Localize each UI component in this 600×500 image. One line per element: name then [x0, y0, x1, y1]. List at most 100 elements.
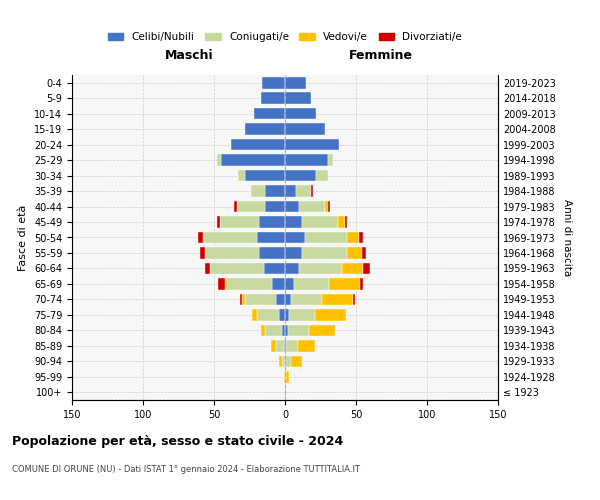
- Bar: [285, 92, 311, 104]
- Bar: [285, 324, 288, 336]
- Bar: [286, 371, 289, 382]
- Bar: [363, 262, 370, 274]
- Bar: [227, 278, 272, 289]
- Bar: [239, 294, 242, 305]
- Bar: [257, 309, 280, 320]
- Bar: [285, 294, 290, 305]
- Bar: [264, 262, 285, 274]
- Bar: [362, 247, 366, 259]
- Bar: [253, 309, 257, 320]
- Bar: [203, 232, 257, 243]
- Bar: [277, 340, 284, 351]
- Bar: [271, 340, 277, 351]
- Bar: [298, 340, 315, 351]
- Bar: [285, 386, 286, 398]
- Bar: [217, 154, 221, 166]
- Bar: [289, 309, 315, 320]
- Bar: [328, 200, 331, 212]
- Bar: [245, 170, 285, 181]
- Legend: Celibi/Nubili, Coniugati/e, Vedovi/e, Divorziati/e: Celibi/Nubili, Coniugati/e, Vedovi/e, Di…: [104, 28, 466, 46]
- Bar: [293, 278, 329, 289]
- Bar: [338, 216, 344, 228]
- Bar: [285, 186, 296, 197]
- Bar: [238, 170, 245, 181]
- Bar: [285, 262, 299, 274]
- Bar: [285, 154, 328, 166]
- Bar: [226, 278, 227, 289]
- Bar: [199, 232, 203, 243]
- Bar: [242, 294, 245, 305]
- Bar: [302, 216, 338, 228]
- Bar: [282, 324, 285, 336]
- Text: Maschi: Maschi: [165, 49, 214, 62]
- Bar: [280, 356, 282, 367]
- Bar: [218, 278, 226, 289]
- Bar: [325, 200, 328, 212]
- Bar: [353, 294, 355, 305]
- Bar: [205, 262, 210, 274]
- Bar: [328, 154, 333, 166]
- Bar: [277, 294, 285, 305]
- Bar: [359, 232, 363, 243]
- Bar: [285, 340, 286, 351]
- Y-axis label: Fasce di età: Fasce di età: [19, 204, 28, 270]
- Bar: [285, 200, 299, 212]
- Bar: [285, 216, 302, 228]
- Bar: [285, 356, 290, 367]
- Bar: [261, 324, 265, 336]
- Bar: [245, 124, 285, 135]
- Bar: [285, 309, 289, 320]
- Bar: [284, 340, 285, 351]
- Bar: [302, 247, 347, 259]
- Bar: [259, 247, 285, 259]
- Bar: [288, 324, 309, 336]
- Bar: [200, 247, 205, 259]
- Bar: [316, 170, 328, 181]
- Bar: [315, 309, 346, 320]
- Text: Popolazione per età, sesso e stato civile - 2024: Popolazione per età, sesso e stato civil…: [12, 435, 343, 448]
- Bar: [347, 247, 362, 259]
- Bar: [322, 294, 353, 305]
- Bar: [210, 262, 264, 274]
- Bar: [285, 170, 316, 181]
- Bar: [259, 216, 285, 228]
- Bar: [237, 200, 265, 212]
- Bar: [285, 108, 316, 120]
- Bar: [257, 232, 285, 243]
- Bar: [305, 232, 347, 243]
- Bar: [290, 356, 302, 367]
- Bar: [342, 262, 363, 274]
- Bar: [347, 232, 359, 243]
- Bar: [251, 186, 265, 197]
- Bar: [231, 139, 285, 150]
- Bar: [265, 324, 282, 336]
- Bar: [261, 92, 285, 104]
- Bar: [285, 139, 339, 150]
- Text: COMUNE DI ORUNE (NU) - Dati ISTAT 1° gennaio 2024 - Elaborazione TUTTITALIA.IT: COMUNE DI ORUNE (NU) - Dati ISTAT 1° gen…: [12, 465, 360, 474]
- Bar: [265, 186, 285, 197]
- Bar: [245, 294, 277, 305]
- Bar: [205, 247, 259, 259]
- Bar: [284, 371, 285, 382]
- Bar: [272, 278, 285, 289]
- Bar: [280, 309, 285, 320]
- Bar: [285, 124, 325, 135]
- Bar: [220, 216, 259, 228]
- Bar: [234, 200, 237, 212]
- Bar: [285, 371, 286, 382]
- Bar: [285, 278, 293, 289]
- Bar: [329, 278, 360, 289]
- Bar: [285, 232, 305, 243]
- Bar: [262, 77, 285, 88]
- Bar: [360, 278, 363, 289]
- Bar: [285, 247, 302, 259]
- Bar: [296, 186, 311, 197]
- Bar: [286, 340, 298, 351]
- Bar: [285, 77, 307, 88]
- Bar: [217, 216, 220, 228]
- Bar: [309, 324, 335, 336]
- Text: Femmine: Femmine: [349, 49, 413, 62]
- Bar: [282, 356, 285, 367]
- Bar: [344, 216, 347, 228]
- Bar: [299, 200, 325, 212]
